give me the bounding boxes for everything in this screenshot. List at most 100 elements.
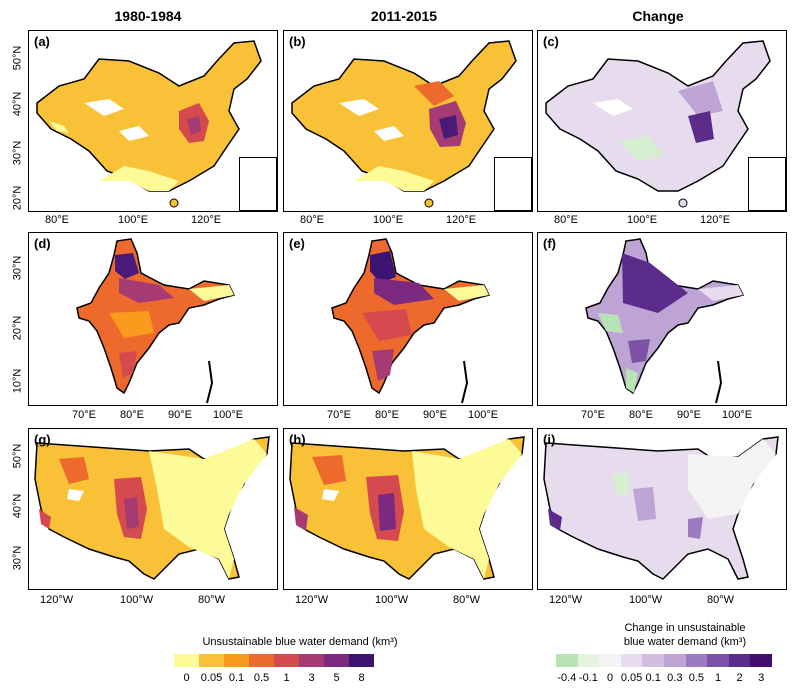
usa-top-central (378, 493, 396, 531)
usa-mid-west (59, 457, 89, 484)
legend-demand-ticks: 0 0.05 0.1 0.5 1 3 5 8 (174, 672, 404, 686)
india-low-region (444, 285, 489, 301)
china-xtick-120-a: 120°E (191, 214, 222, 226)
panel-label-c: (c) (543, 34, 559, 49)
south-china-sea-inset (239, 157, 277, 211)
india-mid-region (362, 309, 412, 341)
usa-ytick-40: 40°N (11, 493, 24, 519)
column-title-1980: 1980-1984 (114, 8, 182, 24)
china-xtick-120-b: 120°E (446, 214, 477, 226)
legend-change-swatch (642, 654, 664, 667)
legend-demand-bar (174, 654, 374, 667)
china-land (291, 40, 517, 192)
column-title-2011: 2011-2015 (370, 8, 438, 24)
india-top-region (370, 251, 396, 283)
china-high-region (688, 111, 714, 143)
legend-change-swatch (577, 654, 600, 667)
usa-xtick-100-b: 100°W (375, 594, 409, 606)
china-top-region (187, 116, 201, 135)
legend-change-bar (556, 654, 772, 667)
india-high-region (119, 278, 174, 303)
china-desert-gap (593, 99, 633, 116)
india-map-change (585, 238, 745, 404)
legend-demand-swatch (174, 654, 199, 667)
usa-xtick-120-a: 120°W (40, 594, 74, 606)
china-low-region (354, 166, 434, 191)
legend-change-tick: -0.4 (557, 672, 577, 684)
hainan-island (169, 198, 179, 208)
andaman-islands (715, 360, 723, 404)
legend-change-swatch (599, 654, 621, 667)
panel-label-g: (g) (34, 432, 51, 447)
legend-change-swatch (707, 654, 729, 667)
panel-label-e: (e) (289, 236, 305, 251)
usa-xtick-100-a: 100°W (120, 594, 154, 606)
hainan-island (424, 198, 434, 208)
legend-demand-swatch (274, 654, 299, 667)
india-mid-region (109, 311, 154, 338)
china-low-region (99, 166, 179, 191)
usa-low-east (149, 439, 267, 579)
usa-map-change (543, 436, 779, 580)
india-xtick-90-a: 90°E (168, 409, 192, 421)
legend-change-swatch (620, 654, 643, 667)
legend-change-title-line2: blue water demand (km³) (623, 636, 747, 648)
panel-label-f: (f) (543, 236, 556, 251)
usa-mid-central (633, 487, 656, 521)
china-xtick-80-c: 80°E (554, 214, 578, 226)
legend-demand-swatch (349, 654, 374, 667)
legend-demand-tick: 5 (333, 672, 340, 684)
china-xtick-80-b: 80°E (300, 214, 324, 226)
south-china-sea-inset (748, 157, 786, 211)
india-low-east (698, 285, 743, 301)
usa-xtick-120-b: 120°W (295, 594, 329, 606)
usa-xtick-120-c: 120°W (549, 594, 583, 606)
andaman-islands (206, 360, 214, 404)
usa-green-region (613, 473, 630, 495)
legend-demand-title: Unsustainable blue water demand (km³) (202, 636, 398, 648)
panel-usa-2011: (h) (283, 428, 533, 590)
usa-xtick-100-c: 100°W (629, 594, 663, 606)
usa-high-west (39, 509, 51, 529)
usa-map-1980 (34, 436, 270, 580)
usa-top-central (124, 497, 139, 529)
panel-china-change: (c) (537, 30, 787, 212)
usa-high-west (548, 509, 562, 531)
india-ytick-10: 10°N (11, 368, 24, 394)
china-ytick-20: 20°N (11, 185, 24, 211)
legend-demand-tick: 0.1 (228, 672, 245, 684)
legend-change-tick: 3 (758, 672, 765, 684)
legend-demand-tick: 0.05 (200, 672, 223, 684)
india-map-2011 (331, 238, 491, 404)
legend-change-title-line1: Change in unsustainable (624, 622, 746, 634)
usa-gap (67, 489, 84, 501)
hainan-island (678, 198, 688, 208)
legend-change-swatch (728, 654, 751, 667)
legend-change-swatch (664, 654, 686, 667)
panel-label-i: (i) (543, 432, 556, 447)
china-land (36, 40, 262, 192)
china-desert-gap (339, 99, 379, 116)
legend-change-tick: 1 (714, 672, 722, 684)
india-south-region (119, 351, 137, 378)
legend-change-tick: 0 (606, 672, 614, 684)
panel-china-1980: (a) (28, 30, 278, 212)
usa-xtick-80-a: 80°W (198, 594, 226, 606)
legend-demand-swatch (224, 654, 249, 667)
india-xtick-80-b: 80°E (375, 409, 399, 421)
panel-label-d: (d) (34, 236, 51, 251)
india-xtick-90-c: 90°E (677, 409, 701, 421)
usa-map-2011 (289, 436, 525, 580)
panel-label-b: (b) (289, 34, 306, 49)
usa-mid-west (312, 455, 346, 485)
china-xtick-80-a: 80°E (45, 214, 69, 226)
india-xtick-100-b: 100°E (468, 409, 499, 421)
india-south-region (372, 349, 394, 381)
legend-demand-swatch (299, 654, 324, 667)
legend-change-tick: -0.1 (578, 672, 598, 684)
south-china-sea-inset (494, 157, 532, 211)
china-map-change (545, 40, 771, 208)
legend-demand-swatch (324, 654, 349, 667)
legend-change-tick: 0.1 (645, 672, 661, 684)
china-desert-gap (84, 99, 124, 116)
